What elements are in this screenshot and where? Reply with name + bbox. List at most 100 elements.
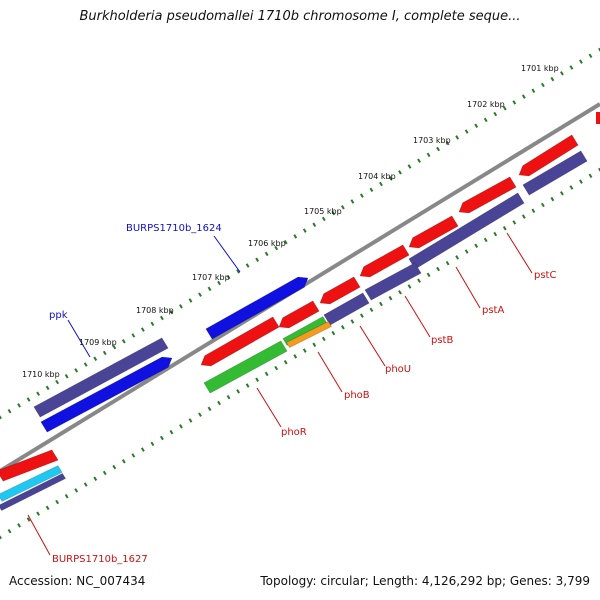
leader-line [506, 232, 533, 274]
outer-scale-tick [264, 251, 269, 257]
outer-scale-tick [236, 269, 240, 274]
phoB-gene-bar [319, 276, 361, 305]
inner-scale-tick [464, 249, 469, 254]
gene-features [0, 112, 600, 511]
inner-scale-tick [569, 185, 574, 190]
outer-scale-tick [398, 170, 402, 175]
inner-scale-tick [112, 464, 117, 470]
inner-scale-tick [588, 173, 593, 179]
outer-scale-tick [226, 274, 231, 280]
outer-scale-tick [160, 315, 164, 321]
label-leaders [27, 232, 533, 556]
outer-scale-tick [493, 111, 498, 117]
inner-scale-tick [83, 482, 88, 487]
outer-scale-tick [102, 350, 107, 356]
outer-scale-tick [455, 135, 460, 140]
outer-scale-tick [93, 356, 98, 361]
outer-scale-tick [321, 216, 326, 222]
gene-label: ppk [49, 310, 68, 321]
outer-scale-tick [121, 339, 126, 344]
inner-scale-tick [55, 499, 60, 505]
inner-scale-tick [121, 459, 126, 464]
inner-scale-tick [264, 371, 269, 377]
leader-line [317, 351, 343, 393]
genome-summary: Topology: circular; Length: 4,126,292 bp… [260, 574, 590, 588]
gene-label: phoB [344, 390, 370, 401]
outer-scale-tick [179, 304, 183, 309]
outer-scale-tick [245, 263, 250, 268]
gene-label: BURPS1710b_1627 [52, 554, 148, 565]
outer-scale-tick [198, 292, 202, 297]
inner-scale-tick [217, 400, 221, 406]
scale-label: 1706 kbp [248, 239, 286, 248]
1627-gene-bar [0, 449, 59, 482]
leader-line [27, 514, 51, 556]
inner-scale-tick [188, 418, 193, 423]
scale-label: 1708 kbp [136, 306, 174, 315]
outer-scale-tick [540, 82, 545, 88]
accession-text: Accession: NC_007434 [9, 574, 146, 588]
outer-scale-tick [312, 222, 317, 227]
outer-scale-tick [474, 123, 479, 128]
gene-label: pstB [431, 335, 453, 346]
inner-scale-tick [407, 284, 412, 289]
inner-scale-tick [64, 493, 69, 499]
inner-scale-tick [398, 290, 402, 295]
gene-label: pstA [482, 305, 504, 316]
inner-scale-tick [17, 523, 21, 528]
outer-scale-tick [45, 385, 50, 391]
inner-scale-tick [598, 167, 600, 172]
inner-scale-tick [255, 377, 260, 382]
outer-scale-tick [0, 415, 2, 420]
phoR-main-bar [200, 316, 280, 367]
inner-scale-tick [493, 231, 498, 237]
outer-scale-tick [36, 391, 40, 396]
scale-label: 1705 kbp [304, 207, 342, 216]
inner-scale-tick [7, 528, 12, 534]
inner-scale-tick [169, 429, 174, 435]
outer-scale-tick [169, 309, 174, 315]
inner-scale-tick [198, 412, 202, 417]
inner-scale-tick [293, 354, 298, 359]
outer-scale-tick [426, 152, 431, 158]
leader-line [404, 295, 431, 338]
outer-scale-tick [579, 59, 583, 64]
outer-scale-tick [560, 71, 564, 76]
outer-scale-tick [64, 373, 69, 379]
1627-cds-bar [0, 473, 66, 511]
outer-scale-tick [274, 245, 279, 251]
scale-label: 1707 kbp [192, 273, 230, 282]
scale-label: 1701 kbp [521, 64, 559, 73]
pstC-cds-bar [522, 150, 588, 196]
outer-scale-tick [331, 210, 336, 216]
scale-ticks [0, 47, 600, 540]
inner-scale-tick [74, 488, 79, 493]
inner-scale-tick [502, 226, 507, 231]
inner-scale-tick [560, 191, 564, 196]
inner-scale-tick [245, 383, 250, 388]
inner-scale-tick [540, 202, 545, 208]
pstA-gene-bar [458, 176, 517, 214]
outer-scale-tick [588, 53, 593, 59]
ppk-gene-bar [40, 356, 173, 433]
outer-scale-tick [302, 228, 307, 233]
ppk-cds-bar [33, 337, 169, 418]
inner-scale-tick [579, 179, 583, 184]
outer-scale-tick [531, 88, 536, 94]
inner-scale-tick [236, 389, 240, 394]
outer-scale-tick [464, 129, 469, 134]
pstC-gene-bar [518, 134, 579, 177]
leader-line [67, 319, 91, 358]
leader-line [455, 266, 481, 309]
outer-scale-tick [7, 408, 12, 414]
outer-scale-tick [283, 240, 288, 245]
inner-scale-tick [283, 360, 288, 365]
1627-cyan-bar [0, 465, 63, 502]
outer-scale-tick [55, 379, 60, 385]
edge-feature [596, 112, 600, 124]
inner-scale-tick [312, 342, 317, 347]
inner-scale-tick [102, 470, 107, 476]
inner-scale-tick [131, 453, 136, 458]
inner-scale-tick [436, 266, 440, 272]
